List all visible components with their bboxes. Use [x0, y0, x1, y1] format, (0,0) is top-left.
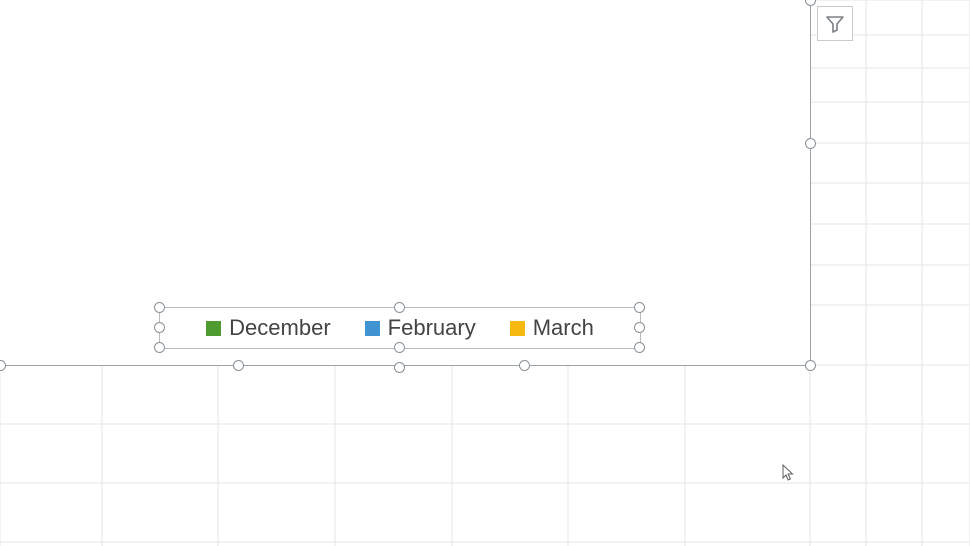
mouse-cursor-icon	[782, 464, 796, 482]
selection-handle[interactable]	[634, 342, 645, 353]
selection-handle[interactable]	[805, 138, 816, 149]
legend-swatch	[365, 321, 380, 336]
selection-handle[interactable]	[394, 362, 405, 373]
selection-handle[interactable]	[634, 322, 645, 333]
selection-handle[interactable]	[154, 342, 165, 353]
selection-handle[interactable]	[394, 302, 405, 313]
legend-label: February	[388, 315, 476, 341]
selection-handle[interactable]	[154, 302, 165, 313]
selection-handle[interactable]	[519, 360, 530, 371]
legend-item-december[interactable]: December	[206, 315, 330, 341]
selection-handle[interactable]	[634, 302, 645, 313]
legend-swatch	[206, 321, 221, 336]
selection-handle[interactable]	[805, 360, 816, 371]
legend-item-march[interactable]: March	[510, 315, 594, 341]
selection-handle[interactable]	[394, 342, 405, 353]
selection-handle[interactable]	[154, 322, 165, 333]
selection-handle[interactable]	[233, 360, 244, 371]
legend-label: March	[533, 315, 594, 341]
funnel-icon	[826, 15, 844, 33]
legend-label: December	[229, 315, 330, 341]
legend-item-february[interactable]: February	[365, 315, 476, 341]
legend-swatch	[510, 321, 525, 336]
chart-filter-button[interactable]	[817, 6, 853, 41]
